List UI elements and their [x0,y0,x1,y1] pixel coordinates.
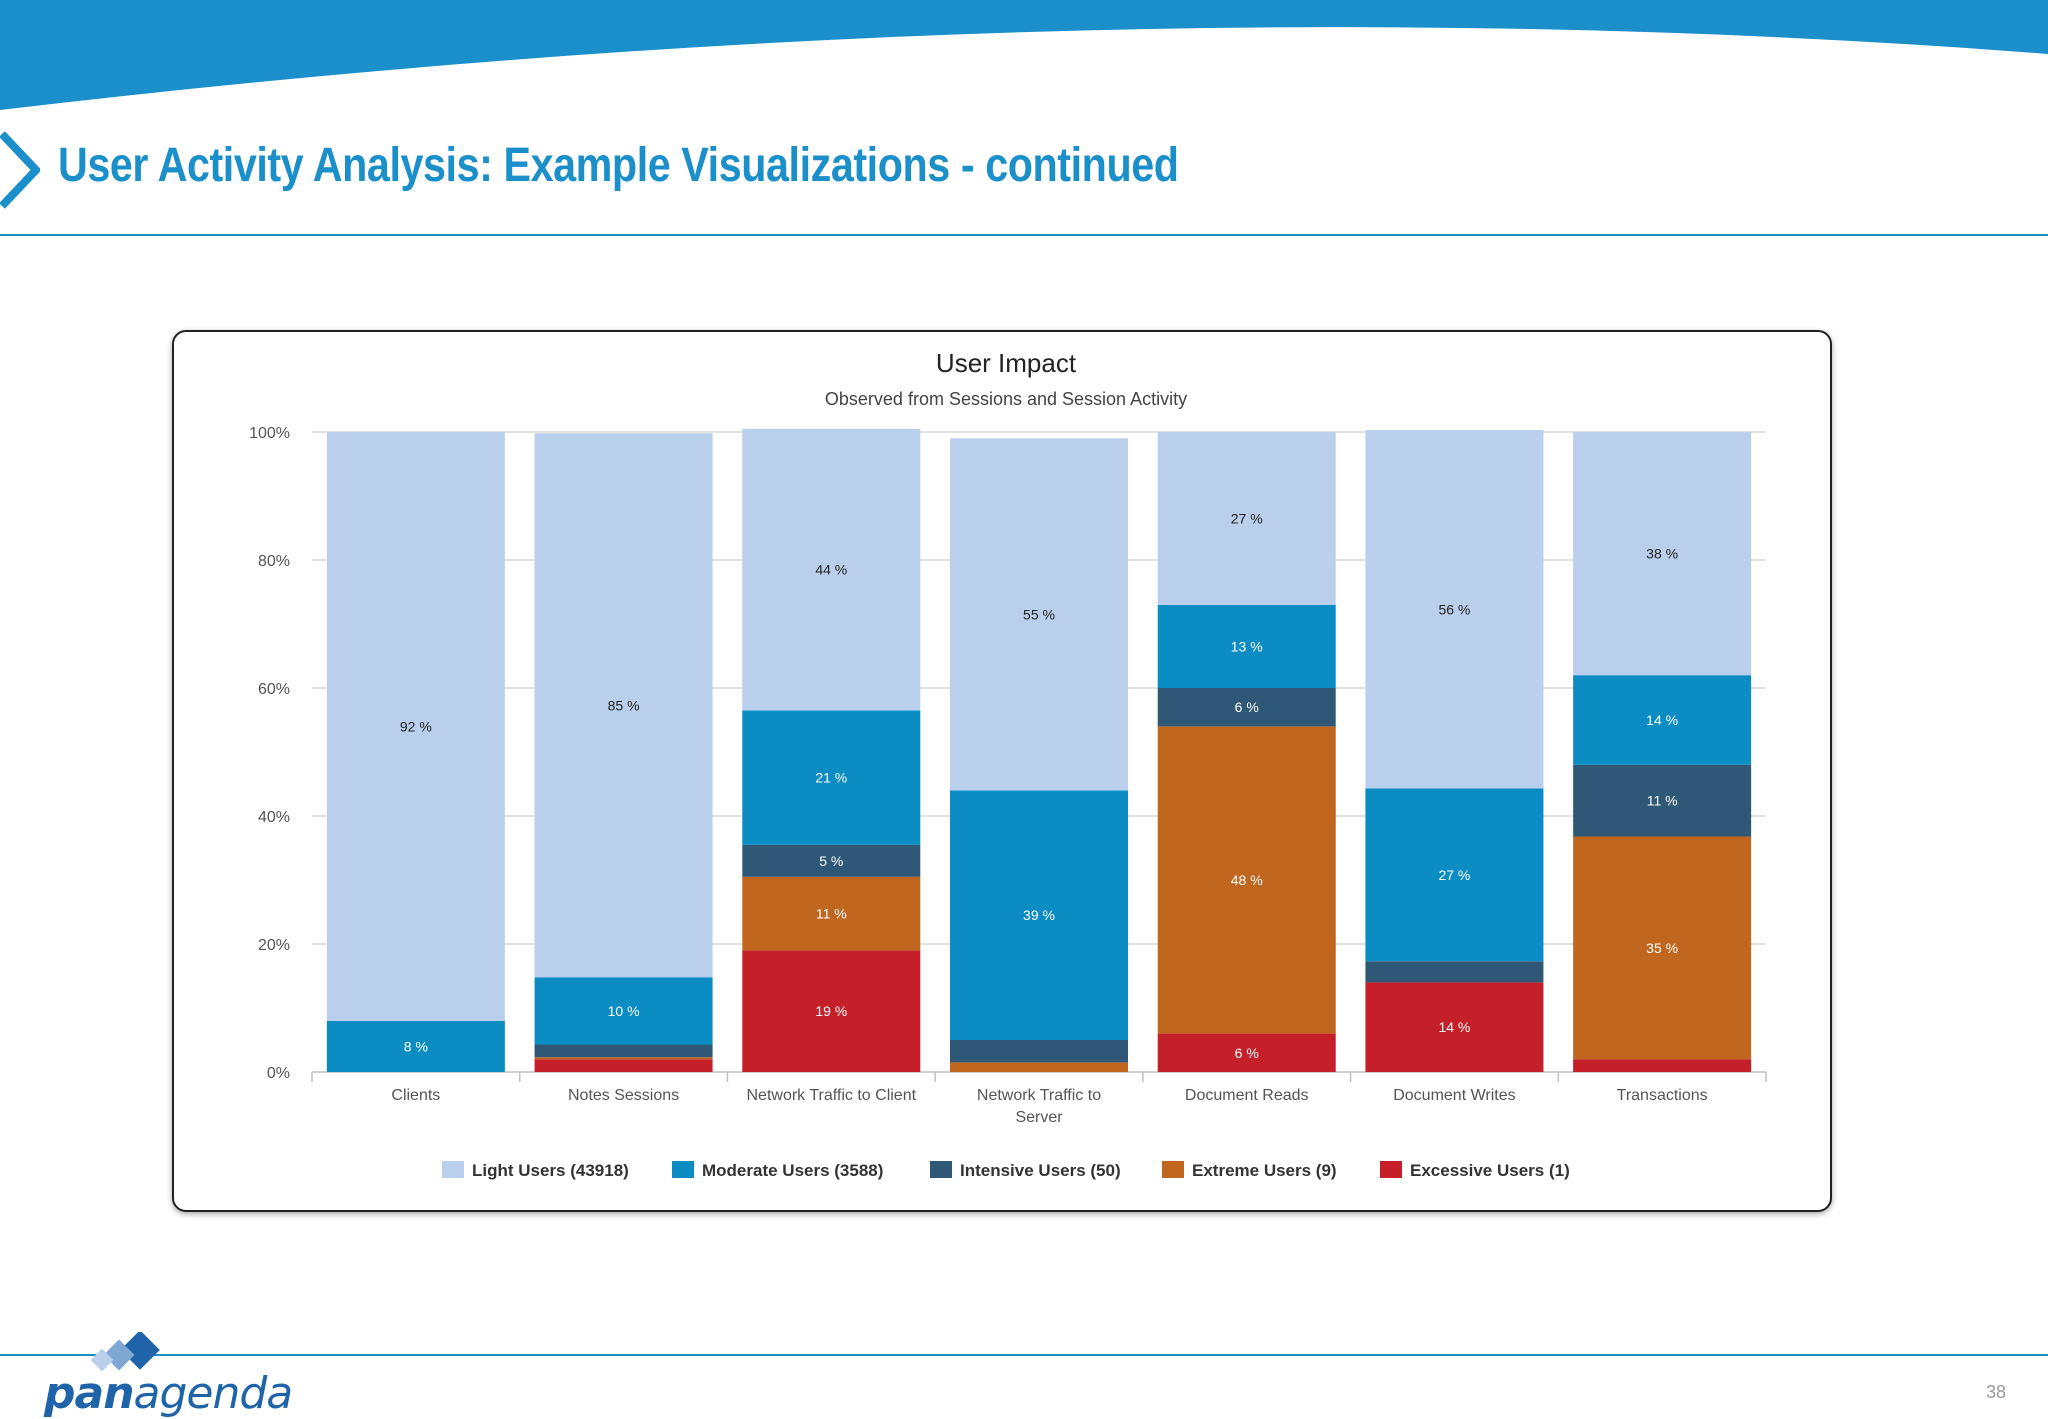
logo-pan: pan [44,1368,135,1419]
legend-swatch [672,1161,694,1178]
bar-segment [742,428,921,711]
x-tick-label: Server [1015,1109,1063,1126]
chart-title: User Impact [936,348,1077,378]
bar-segment [742,844,921,877]
y-tick-label: 100% [249,425,290,442]
y-tick-label: 40% [258,809,290,826]
footer-divider [0,1354,2048,1356]
bar-segment [950,1062,1128,1072]
bar-segment [742,710,921,845]
data-label: 14 % [1438,1019,1470,1035]
page-number: 38 [1985,1382,2006,1402]
x-tick-label: Network Traffic to [977,1087,1101,1104]
bar-segment [950,790,1128,1040]
bar-segment [326,1020,505,1072]
top-banner [0,0,2048,110]
x-axis: Clients Notes Sessions Network Traffic to … [311,1072,1767,1126]
logo-agenda: agenda [133,1368,294,1419]
x-tick-label: Notes Sessions [568,1087,679,1104]
bar-segment [1365,788,1544,962]
data-label: 55 % [1023,606,1055,622]
bar-segment [742,876,921,951]
y-tick-label: 60% [258,681,290,698]
data-label: 27 % [1438,867,1470,883]
legend-label[interactable]: Excessive Users (1) [1410,1161,1570,1180]
x-tick-label: Clients [391,1087,440,1104]
chevron-right-icon [0,131,40,209]
title-divider [0,234,2048,236]
bar-segment [1157,688,1336,727]
x-tick-label: Network Traffic to Client [747,1087,917,1104]
bar-segment [534,1059,713,1072]
data-label: 35 % [1646,940,1678,956]
bars: 8 % 92 % 10 % 85 % 19 % 11 % 5 % 21 % 44 % 39 % 55… [326,428,1752,1072]
chart-panel: User Impact Observed from Sessions and S… [172,330,1832,1212]
bar-segment [1573,1059,1752,1072]
bar-segment [950,438,1128,791]
data-label: 10 % [608,1003,640,1019]
data-label: 21 % [815,770,847,786]
data-label: 13 % [1231,638,1263,654]
bar-segment [1573,432,1752,676]
data-label: 92 % [400,718,432,734]
page-title: User Activity Analysis: Example Visualiz… [58,139,1179,192]
legend-swatch [442,1161,464,1178]
y-tick-label: 0% [267,1065,290,1082]
legend-label[interactable]: Moderate Users (3588) [702,1161,883,1180]
legend-label[interactable]: Extreme Users (9) [1192,1161,1337,1180]
x-tick-label: Document Reads [1185,1087,1309,1104]
logo-wordmark: panagenda [44,1368,294,1419]
y-tick-label: 80% [258,553,290,570]
data-label: 48 % [1231,872,1263,888]
legend-swatch [1380,1161,1402,1178]
bar-segment [1573,764,1752,837]
bar-segment [1157,432,1336,605]
bar-segment [742,950,921,1072]
legend: Light Users (43918) Moderate Users (3588)… [442,1161,1570,1180]
data-label: 56 % [1438,601,1470,617]
bar-segment [534,1057,713,1060]
data-label: 11 % [1647,793,1678,809]
data-label: 19 % [815,1003,847,1019]
data-label: 38 % [1646,546,1678,562]
data-label: 44 % [815,562,847,578]
bar-segment [1365,982,1544,1072]
y-tick-label: 20% [258,937,290,954]
bar-segment [534,977,713,1045]
bar-segment [534,433,713,978]
data-label: 39 % [1023,907,1055,923]
diamond-logo-icon [90,1332,160,1372]
legend-swatch [930,1161,952,1178]
chart-subtitle: Observed from Sessions and Session Activ… [825,389,1187,409]
data-label: 14 % [1646,712,1678,728]
legend-label[interactable]: Intensive Users (50) [960,1161,1121,1180]
data-label: 6 % [1235,1045,1259,1061]
bar-segment [534,1044,713,1058]
bar-segment [1157,1033,1336,1072]
data-label: 5 % [819,853,843,869]
user-impact-chart: User Impact Observed from Sessions and S… [249,348,1767,1180]
bar-segment [1573,836,1752,1060]
data-label: 11 % [816,906,847,922]
data-label: 27 % [1231,510,1263,526]
bar-segment [326,432,505,1021]
legend-label[interactable]: Light Users (43918) [472,1161,629,1180]
x-tick-label: Transactions [1617,1087,1708,1104]
bar-segment [1573,675,1752,765]
bar-segment [1157,604,1336,688]
bar-segment [950,1040,1128,1063]
bar-segment [1365,430,1544,789]
bar-segment [1157,726,1336,1034]
data-label: 85 % [608,697,640,713]
data-label: 6 % [1235,699,1259,715]
bar-segment [1365,961,1544,983]
data-label: 8 % [404,1038,428,1054]
x-tick-label: Document Writes [1393,1087,1515,1104]
legend-swatch [1162,1161,1184,1178]
y-axis: 0% 20% 40% 60% 80% 100% [249,425,290,1082]
